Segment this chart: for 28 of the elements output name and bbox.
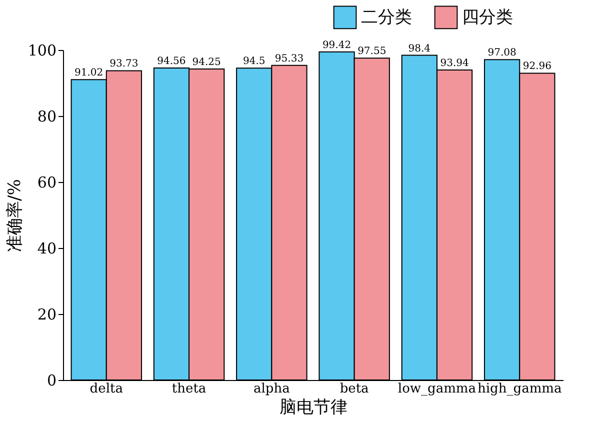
data-label: 97.55 [358, 46, 386, 58]
x-tick-label: beta [340, 382, 370, 396]
data-label: 94.25 [192, 56, 221, 68]
data-label: 99.42 [322, 40, 352, 51]
y-tick-label: 100 [28, 42, 56, 60]
y-tick-label: 20 [37, 306, 56, 324]
data-label: 97.08 [488, 48, 516, 59]
y-tick-label: 80 [37, 108, 56, 126]
x-tick-label: delta [90, 382, 124, 396]
y-tick-label: 40 [37, 240, 56, 258]
data-label: 94.56 [157, 56, 186, 67]
x-tick-label: alpha [254, 382, 290, 396]
x-tick-label: low_gamma [398, 382, 476, 396]
legend-label: 二分类 [361, 7, 412, 28]
data-label: 94.5 [242, 56, 266, 68]
data-label: 93.94 [440, 58, 469, 69]
data-label: 95.33 [274, 53, 304, 64]
y-axis-title: 准确率/% [4, 179, 25, 252]
x-axis-title: 脑电节律 [280, 398, 348, 418]
x-tick-label: high_gamma [478, 382, 562, 396]
y-tick-label: 0 [46, 372, 56, 390]
data-label: 92.96 [522, 61, 552, 72]
data-label: 93.73 [110, 58, 138, 70]
data-label: 98.4 [408, 43, 431, 54]
x-tick-label: theta [172, 382, 206, 396]
data-label: 91.02 [74, 68, 104, 79]
legend-label: 四分类 [462, 7, 513, 28]
y-tick-label: 60 [37, 174, 56, 192]
